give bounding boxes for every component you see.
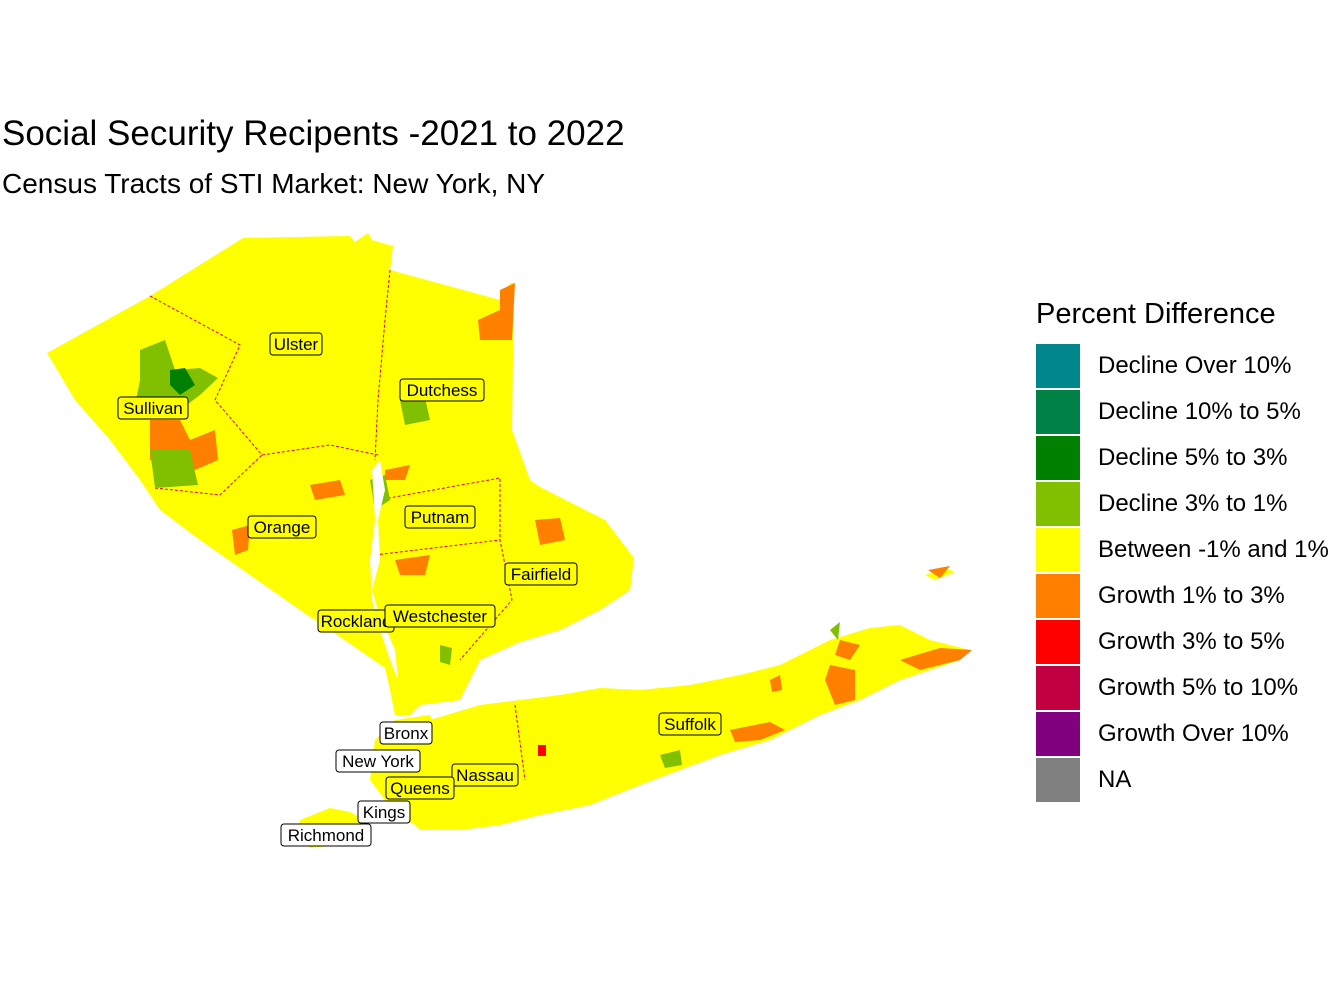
legend-item: Between -1% and 1% [1036,527,1329,573]
county-label-nassau: Nassau [451,763,519,787]
svg-text:Dutchess: Dutchess [407,381,478,400]
legend-swatch [1036,574,1080,618]
legend-label: Decline Over 10% [1098,352,1292,379]
svg-text:Westchester: Westchester [393,607,488,626]
legend-title: Percent Difference [1036,298,1276,330]
legend-item: Growth Over 10% [1036,711,1329,757]
svg-text:Suffolk: Suffolk [664,715,716,734]
legend-label: Growth Over 10% [1098,720,1289,747]
legend-label: Between -1% and 1% [1098,536,1329,563]
legend-label: Decline 3% to 1% [1098,490,1288,517]
legend-item: Growth 5% to 10% [1036,665,1329,711]
county-label-dutchess: Dutchess [399,378,485,402]
legend-item: Growth 3% to 5% [1036,619,1329,665]
legend-label: Growth 1% to 3% [1098,582,1285,609]
map-title: Social Security Recipents -2021 to 2022 [2,114,625,153]
legend-label: Decline 10% to 5% [1098,398,1301,425]
water-features [370,460,398,680]
svg-text:Bronx: Bronx [384,724,429,743]
map-subtitle: Census Tracts of STI Market: New York, N… [2,168,546,199]
legend-swatch [1036,528,1080,572]
legend-swatch [1036,758,1080,802]
svg-text:Ulster: Ulster [274,335,319,354]
svg-text:Rockland: Rockland [321,612,392,631]
county-label-richmond: Richmond [280,823,372,847]
svg-text:Nassau: Nassau [456,766,514,785]
county-label-sullivan: Sullivan [117,396,189,420]
legend-item: Decline Over 10% [1036,343,1329,389]
county-label-ulster: Ulster [269,332,323,356]
legend-swatch [1036,436,1080,480]
legend-label: Decline 5% to 3% [1098,444,1288,471]
svg-text:New York: New York [342,752,414,771]
svg-text:Fairfield: Fairfield [511,565,571,584]
svg-text:Orange: Orange [254,518,311,537]
svg-text:Richmond: Richmond [288,826,365,845]
legend-swatch [1036,482,1080,526]
legend-item: NA [1036,757,1329,803]
growth-1-3-tracts [150,283,972,742]
svg-text:Kings: Kings [363,803,406,822]
legend-item: Growth 1% to 3% [1036,573,1329,619]
legend-swatch [1036,390,1080,434]
legend-swatch [1036,712,1080,756]
choropleth-map: Ulster Dutchess Sullivan Putnam Orange F… [47,233,972,848]
county-label-bronx: Bronx [379,721,433,745]
legend-label: Growth 5% to 10% [1098,674,1299,701]
svg-text:Queens: Queens [390,779,450,798]
county-label-new-york: New York [335,749,421,773]
region-upstate [47,233,634,715]
decline-5-3-tracts [170,368,195,395]
legend-swatch [1036,620,1080,664]
legend-swatch [1036,344,1080,388]
legend-swatch [1036,666,1080,710]
legend-item: Decline 3% to 1% [1036,481,1329,527]
svg-text:Putnam: Putnam [411,508,470,527]
county-label-queens: Queens [385,776,455,800]
county-label-suffolk: Suffolk [658,712,722,736]
county-label-orange: Orange [247,515,317,539]
county-label-putnam: Putnam [404,505,476,529]
legend-label: Growth 3% to 5% [1098,628,1285,655]
legend-item: Decline 5% to 3% [1036,435,1329,481]
svg-text:Sullivan: Sullivan [123,399,183,418]
growth-3-5-tracts [538,745,546,756]
legend-label: NA [1098,766,1132,793]
legend: Percent Difference Decline Over 10% Decl… [1036,298,1329,803]
legend-item: Decline 10% to 5% [1036,389,1329,435]
county-label-westchester: Westchester [384,604,496,628]
county-label-rockland: Rockland [317,609,395,633]
county-label-kings: Kings [357,800,411,824]
county-label-fairfield: Fairfield [504,562,578,586]
